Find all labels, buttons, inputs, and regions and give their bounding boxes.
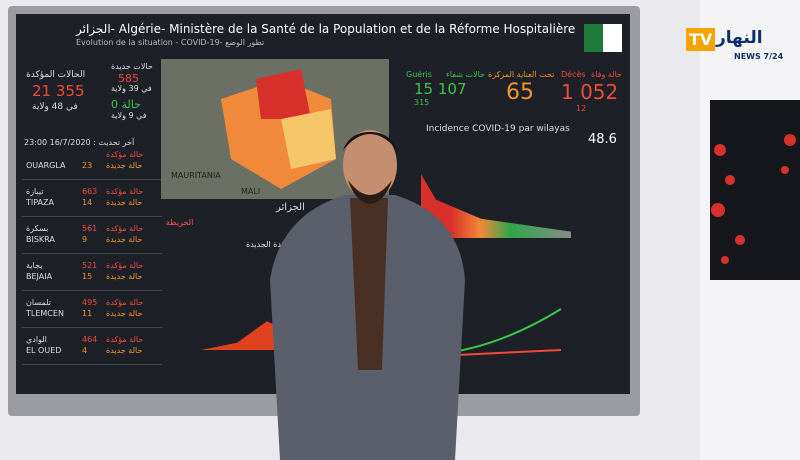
wilaya-label: حالة جديدة xyxy=(106,272,143,281)
wilaya-confirmed: 561 xyxy=(82,224,98,233)
wilaya-row: الوادي EL OUED 464 حالة مؤكدة 4 حالة جديدة xyxy=(22,335,162,365)
icu-label: تحت العناية المركزة xyxy=(488,70,555,79)
wilaya-ar: بسكرة xyxy=(26,224,49,233)
recovered-label: Guéris xyxy=(406,70,432,79)
wilaya-new: 4 xyxy=(82,346,88,355)
recovered-new: 315 xyxy=(414,98,430,107)
wilaya-label: حالة مؤكدة xyxy=(106,224,144,233)
channel-logo: TV النهار NEWS 7/24 xyxy=(686,28,784,62)
new-sub: في 39 ولاية xyxy=(111,84,152,93)
deaths-new: 12 xyxy=(576,104,587,113)
new: 585 xyxy=(118,72,139,85)
wilaya-confirmed: 464 xyxy=(82,335,98,344)
wilaya-label: حالة مؤكدة xyxy=(106,261,144,270)
wilaya-label: حالة جديدة xyxy=(106,309,143,318)
side-screen xyxy=(710,100,800,280)
wilaya-row: تلمسان TLEMCEN 495 حالة مؤكدة 11 حالة جديدة xyxy=(22,298,162,328)
wilaya-row: بسكرة BISKRA 561 حالة مؤكدة 9 حالة جديدة xyxy=(22,224,162,254)
icu: 65 xyxy=(506,80,534,105)
wilaya-name: OUARGLA xyxy=(26,161,66,170)
wilaya-new: 15 xyxy=(82,272,93,281)
panel-title: الجزائر xyxy=(276,202,305,213)
wilaya-label: حالة جديدة xyxy=(106,161,143,170)
wilaya-name: TIPAZA xyxy=(26,198,54,207)
deaths-ar: حالة وفاة xyxy=(591,70,622,79)
wilaya-name: TLEMCEN xyxy=(26,309,64,318)
recovered: 15 107 xyxy=(414,80,467,98)
logo-tagline: NEWS 7/24 xyxy=(734,52,784,61)
recovered-ar: حالات شفاء xyxy=(446,70,485,79)
confirmed-sub: في 48 ولاية xyxy=(32,102,78,112)
confirmed: 21 355 xyxy=(32,82,85,100)
wilaya-row: OUARGLA حالة مؤكدة 23 حالة جديدة xyxy=(22,150,162,180)
map-label: MAURITANIA xyxy=(171,171,221,180)
wilaya-row: بجاية BEJAIA 521 حالة مؤكدة 15 حالة جديدة xyxy=(22,261,162,291)
wilaya-new: 14 xyxy=(82,198,93,207)
wilaya-label: حالة مؤكدة xyxy=(106,335,144,344)
side-map xyxy=(711,134,796,264)
wilaya-label: حالة مؤكدة xyxy=(106,150,144,159)
logo-tv: TV xyxy=(686,28,716,51)
wilaya-new: 9 xyxy=(82,235,88,244)
wilaya-row: تيبازة TIPAZA 663 حالة مؤكدة 14 حالة جديدة xyxy=(22,187,162,217)
wilaya-confirmed: 521 xyxy=(82,261,98,270)
panel-tab: الخريطة xyxy=(166,218,194,227)
new-label: حالات جديدة xyxy=(111,62,153,71)
map: MAURITANIA MALI xyxy=(161,59,389,199)
wilaya-label: حالة مؤكدة xyxy=(106,187,144,196)
wilaya-new: 23 xyxy=(82,161,93,170)
wilaya-ar: بجاية xyxy=(26,261,43,270)
zero-sub: في 9 ولاية xyxy=(111,111,147,120)
map-label: MALI xyxy=(241,187,261,196)
zero: 0 حالة xyxy=(111,98,141,111)
flag xyxy=(584,24,622,52)
wilaya-name: BISKRA xyxy=(26,235,55,244)
wilaya-label: حالة مؤكدة xyxy=(106,298,144,307)
wilaya-label: حالة جديدة xyxy=(106,198,143,207)
wilaya-ar: تيبازة xyxy=(26,187,44,196)
deaths: 1 052 xyxy=(561,80,619,104)
subtitle: Evolution de la situation - COVID-19- تط… xyxy=(76,38,265,47)
deaths-label: Décès xyxy=(561,70,586,79)
incidence-title: Incidence COVID-19 par wilayas xyxy=(426,124,570,134)
wilaya-label: حالة جديدة xyxy=(106,235,143,244)
confirmed-label: الحالات المؤكدة xyxy=(26,70,86,80)
incidence-value: 48.6 xyxy=(588,132,617,147)
wilaya-name: EL OUED xyxy=(26,346,62,355)
logo-name: النهار xyxy=(716,28,763,48)
wilaya-new: 11 xyxy=(82,309,93,318)
wilaya-name: BEJAIA xyxy=(26,272,53,281)
map-shapes xyxy=(221,69,336,189)
wilaya-ar: تلمسان xyxy=(26,298,51,307)
wilaya-confirmed: 663 xyxy=(82,187,98,196)
title: الجزائر- Algérie- Ministère de la Santé … xyxy=(76,22,576,36)
wilaya-ar: الوادي xyxy=(26,335,47,344)
wilaya-confirmed: 495 xyxy=(82,298,98,307)
presenter xyxy=(270,130,465,460)
wilaya-label: حالة جديدة xyxy=(106,346,143,355)
update: آخر تحديث : 16/7/2020 23:00 xyxy=(24,138,135,147)
